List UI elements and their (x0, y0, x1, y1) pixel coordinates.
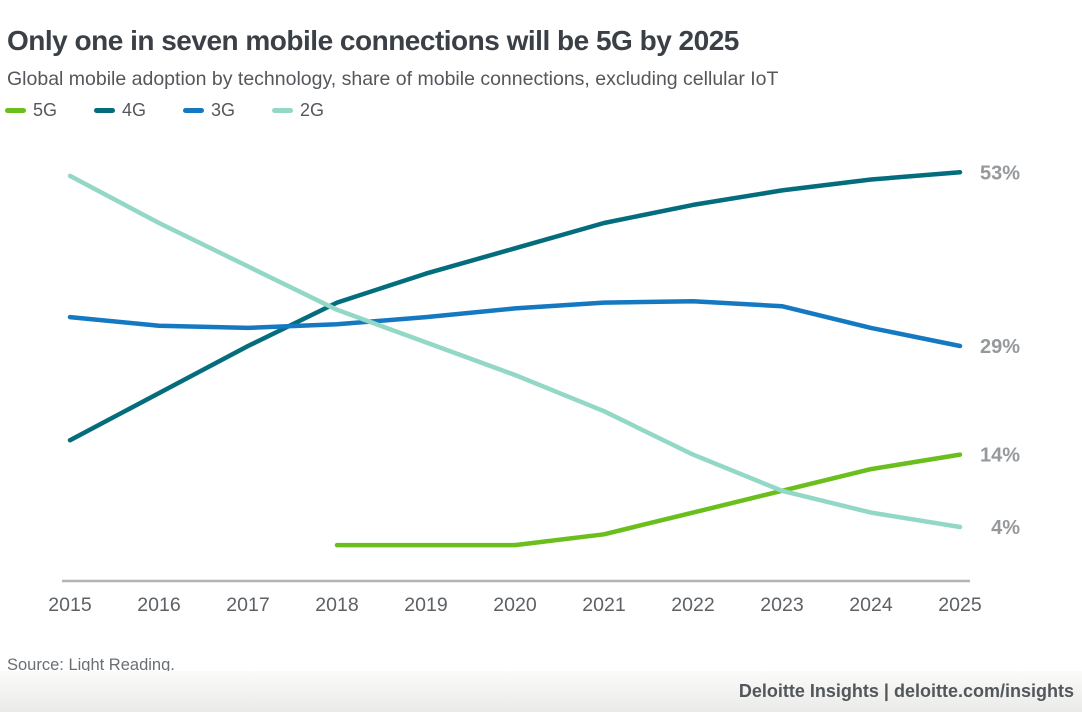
legend-label-2g: 2G (300, 100, 325, 120)
legend-item-3g: 3G (183, 100, 235, 121)
legend-swatch-5g (5, 108, 26, 113)
legend-swatch-4g (94, 108, 116, 113)
series-line-5g (334, 452, 963, 548)
x-tick-label-2020: 2020 (493, 594, 537, 616)
legend-swatch-3g (183, 108, 205, 113)
footer-brand-bar: Deloitte Insights | deloitte.com/insight… (0, 671, 1082, 712)
footer-brand-text: Deloitte Insights | deloitte.com/insight… (738, 681, 1074, 701)
x-tick-label-2024: 2024 (849, 594, 893, 616)
x-tick-label-2023: 2023 (760, 594, 803, 616)
end-label-2g: 4% (991, 517, 1020, 539)
legend-swatch-2g (272, 108, 294, 113)
legend-item-2g: 2G (272, 100, 324, 121)
source-note: Source: Light Reading. (7, 656, 175, 674)
legend-label-4g: 4G (122, 100, 147, 120)
x-tick-label-2016: 2016 (137, 594, 180, 616)
legend-item-4g: 4G (94, 100, 146, 121)
series-line-2g (67, 173, 963, 530)
end-label-3g: 29% (980, 336, 1020, 358)
legend: 5G 4G 3G 2G (5, 100, 324, 121)
end-label-5g: 14% (980, 445, 1020, 467)
page-title: Only one in seven mobile connections wil… (7, 24, 739, 56)
x-tick-label-2022: 2022 (671, 594, 714, 616)
series-line-4g (67, 170, 963, 443)
series-line-3g (67, 298, 963, 349)
x-tick-label-2019: 2019 (404, 594, 447, 616)
legend-label-5g: 5G (33, 100, 58, 120)
x-tick-label-2018: 2018 (315, 594, 358, 616)
legend-label-3g: 3G (211, 100, 236, 120)
x-tick-label-2021: 2021 (582, 594, 625, 616)
chart-subtitle: Global mobile adoption by technology, sh… (7, 67, 779, 90)
x-tick-label-2015: 2015 (48, 594, 92, 616)
legend-item-5g: 5G (5, 100, 57, 121)
x-tick-label-2017: 2017 (226, 594, 269, 616)
end-label-4g: 53% (980, 162, 1020, 184)
x-tick-label-2025: 2025 (938, 594, 982, 616)
